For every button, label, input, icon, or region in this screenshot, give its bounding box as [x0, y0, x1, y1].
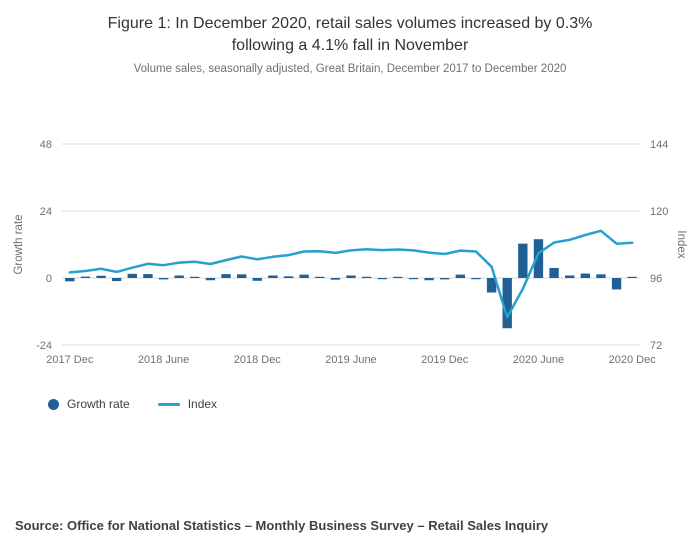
growth-rate-bar — [440, 278, 450, 280]
right-axis-tick-label: 120 — [650, 206, 668, 218]
growth-rate-bar — [268, 275, 278, 279]
growth-rate-bar — [190, 276, 200, 279]
x-axis-tick-label: 2020 June — [513, 354, 564, 366]
growth-rate-bar — [455, 274, 466, 279]
growth-rate-bar — [252, 278, 262, 281]
x-axis-tick-label: 2018 Dec — [234, 354, 282, 366]
growth-rate-bar — [486, 278, 497, 293]
right-axis-tick-label: 96 — [650, 273, 662, 285]
legend-item-index[interactable]: Index — [157, 397, 218, 412]
growth-rate-bar — [502, 278, 512, 329]
growth-rate-bar — [221, 274, 231, 279]
retail-sales-combo-chart: -24 72 0 96 24 120 48 144 2017 Dec 2018 June 2018 … — [13, 139, 687, 366]
growth-rate-bar — [80, 276, 91, 279]
x-axis-tick-label: 2020 Dec — [609, 354, 657, 366]
legend-label-growth-rate: Growth rate — [67, 397, 130, 412]
growth-rate-bar — [518, 243, 528, 279]
growth-rate-bar — [580, 273, 591, 279]
x-axis-tick-label: 2018 June — [138, 354, 189, 366]
growth-rate-bar — [127, 273, 137, 279]
right-axis-tick-label: 72 — [650, 340, 662, 352]
growth-rate-bar — [471, 278, 481, 280]
x-axis-tick-label: 2019 Dec — [421, 354, 469, 366]
growth-rate-bar — [65, 278, 75, 282]
growth-rate-bar — [299, 274, 309, 279]
left-axis-tick-label: -24 — [36, 340, 52, 352]
right-axis-tick-label: 144 — [650, 139, 668, 151]
chart-title: Figure 1: In December 2020, retail sales… — [107, 15, 593, 54]
right-axis-title: Index — [675, 231, 687, 259]
growth-rate-bar — [533, 239, 544, 279]
growth-rate-bar — [236, 274, 247, 279]
legend-label-index: Index — [187, 397, 218, 412]
index-line — [68, 229, 634, 319]
growth-rate-bar — [565, 275, 575, 279]
growth-rate-bar — [596, 274, 606, 279]
growth-rate-bar — [283, 276, 294, 279]
left-axis-tick-label: 48 — [40, 139, 52, 151]
growth-rate-bar — [408, 278, 419, 280]
left-axis-tick-label: 0 — [46, 273, 52, 285]
chart-area: -24 72 0 96 24 120 48 144 2017 Dec 2018 June 2018 … — [0, 88, 700, 373]
source-text: Source: Office for National Statistics –… — [15, 518, 549, 533]
growth-rate-bar — [361, 276, 372, 279]
growth-rate-bar — [205, 278, 216, 281]
growth-rate-marker-icon — [48, 398, 59, 410]
chart-subtitle: Volume sales, seasonally adjusted, Great… — [133, 63, 567, 76]
growth-rate-bar — [111, 278, 122, 282]
left-axis-title: Growth rate — [13, 215, 25, 275]
growth-rate-bar — [627, 276, 637, 279]
growth-rate-bar — [96, 275, 106, 279]
growth-rate-bar — [424, 278, 434, 281]
growth-rate-bar — [315, 276, 325, 279]
growth-rate-bar — [549, 268, 559, 279]
growth-rate-bar — [377, 278, 387, 280]
left-axis-tick-label: 24 — [40, 206, 52, 218]
x-axis-tick-label: 2017 Dec — [46, 354, 94, 366]
growth-rate-bar — [330, 278, 341, 280]
growth-rate-bar — [158, 278, 169, 280]
growth-rate-bar — [393, 276, 403, 279]
growth-rate-bar — [143, 274, 153, 279]
growth-rate-bar — [174, 275, 184, 279]
x-axis-tick-label: 2019 June — [325, 354, 376, 366]
index-line-icon — [157, 402, 180, 406]
legend: Growth rate Index — [48, 397, 700, 411]
legend-item-growth-rate[interactable]: Growth rate — [48, 397, 130, 411]
growth-rate-bar — [346, 275, 356, 279]
growth-rate-bar — [611, 278, 622, 290]
